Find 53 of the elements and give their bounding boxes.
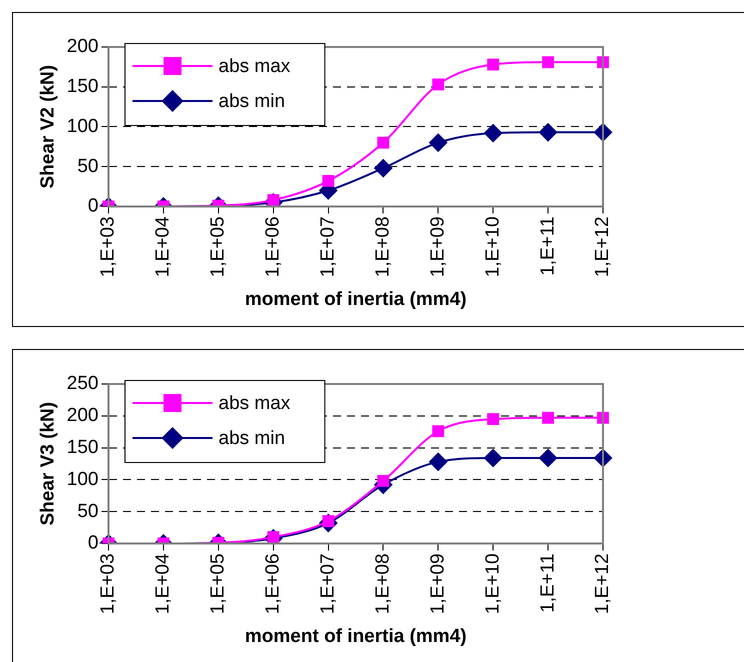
x-tick-label: 1,E+04 [152, 553, 174, 614]
point [429, 134, 448, 152]
point [377, 474, 390, 487]
point [429, 452, 448, 471]
y-tick-label: 150 [66, 76, 98, 98]
x-tick-label: 1,E+07 [318, 553, 339, 614]
legend-label: abs min [218, 91, 286, 112]
point [484, 448, 502, 467]
x-tick-label: 1,E+11 [537, 216, 558, 276]
point [487, 58, 500, 70]
y-tick-label: 0 [88, 532, 98, 554]
point [539, 123, 558, 142]
point [484, 124, 502, 142]
y-tick-label: 200 [66, 36, 98, 58]
y-tick-label: 200 [66, 405, 98, 426]
point [539, 448, 558, 467]
x-tick-label: 1,E+08 [372, 216, 394, 278]
point [542, 412, 554, 424]
legend-label: abs min [218, 428, 286, 450]
x-tick-label: 1,E+06 [262, 553, 284, 614]
point [432, 425, 444, 438]
x-tick-label: 1,E+08 [372, 553, 394, 614]
x-axis-title: moment of inertia (mm4) [244, 288, 467, 310]
x-axis-title: moment of inertia (mm4) [244, 626, 467, 647]
x-tick-label: 1,E+09 [427, 553, 448, 614]
point [432, 78, 444, 90]
x-tick-label: 1,E+11 [537, 553, 558, 613]
legend-label: abs max [218, 56, 291, 78]
x-tick-label: 1,E+10 [482, 553, 504, 614]
y-axis-title: Shear V3 (kN) [38, 402, 59, 526]
x-tick-label: 1,E+03 [98, 216, 119, 278]
x-tick-label: 1,E+07 [318, 216, 339, 278]
x-tick-label: 1,E+04 [152, 216, 174, 278]
x-tick-label: 1,E+05 [208, 553, 229, 614]
y-tick-label: 50 [77, 156, 98, 177]
y-axis-title: Shear V2 (kN) [38, 64, 59, 188]
y-tick-label: 150 [66, 437, 98, 458]
point [542, 56, 554, 68]
legend-label: abs max [218, 393, 291, 414]
x-tick-label: 1,E+12 [592, 553, 614, 614]
x-tick-label: 1,E+06 [262, 216, 284, 278]
y-tick-label: 0 [88, 196, 98, 217]
x-tick-label: 1,E+12 [592, 216, 614, 278]
y-tick-label: 100 [66, 116, 98, 137]
point [377, 136, 390, 149]
x-tick-label: 1,E+09 [427, 216, 448, 278]
y-tick-label: 250 [66, 373, 98, 394]
x-tick-label: 1,E+05 [208, 216, 229, 278]
x-tick-label: 1,E+10 [482, 216, 504, 278]
y-tick-label: 50 [77, 500, 98, 522]
point [487, 413, 500, 426]
y-tick-label: 100 [66, 468, 98, 490]
x-tick-label: 1,E+03 [98, 553, 119, 614]
